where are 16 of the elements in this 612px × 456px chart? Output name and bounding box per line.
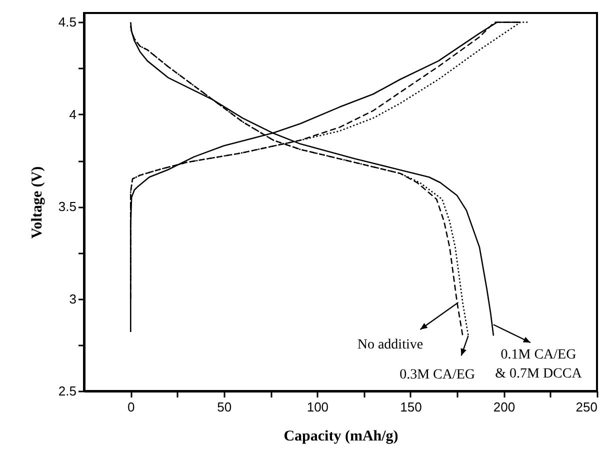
- x-tick-label: 200: [493, 400, 516, 414]
- y-tick-label: 2.5: [58, 384, 76, 398]
- y-axis-title: Voltage (V): [29, 166, 46, 239]
- x-tick-label: 0: [128, 400, 135, 414]
- x-tick-label: 250: [576, 400, 598, 414]
- x-tick-label: 150: [400, 400, 422, 414]
- annotation: 0.1M CA/EG & 0.7M DCCA: [495, 348, 583, 382]
- x-tick-label: 50: [217, 400, 232, 414]
- y-tick-label: 4.5: [58, 14, 76, 30]
- annotation: No additive: [357, 337, 424, 352]
- y-tick-label: 3: [69, 291, 76, 306]
- x-tick-label: 100: [306, 400, 329, 414]
- x-axis-title: Capacity (mAh/g): [284, 428, 398, 444]
- y-tick-label: 3.5: [58, 199, 76, 214]
- annotation: 0.3M CA/EG: [400, 368, 476, 383]
- y-tick-label: 4: [69, 106, 76, 122]
